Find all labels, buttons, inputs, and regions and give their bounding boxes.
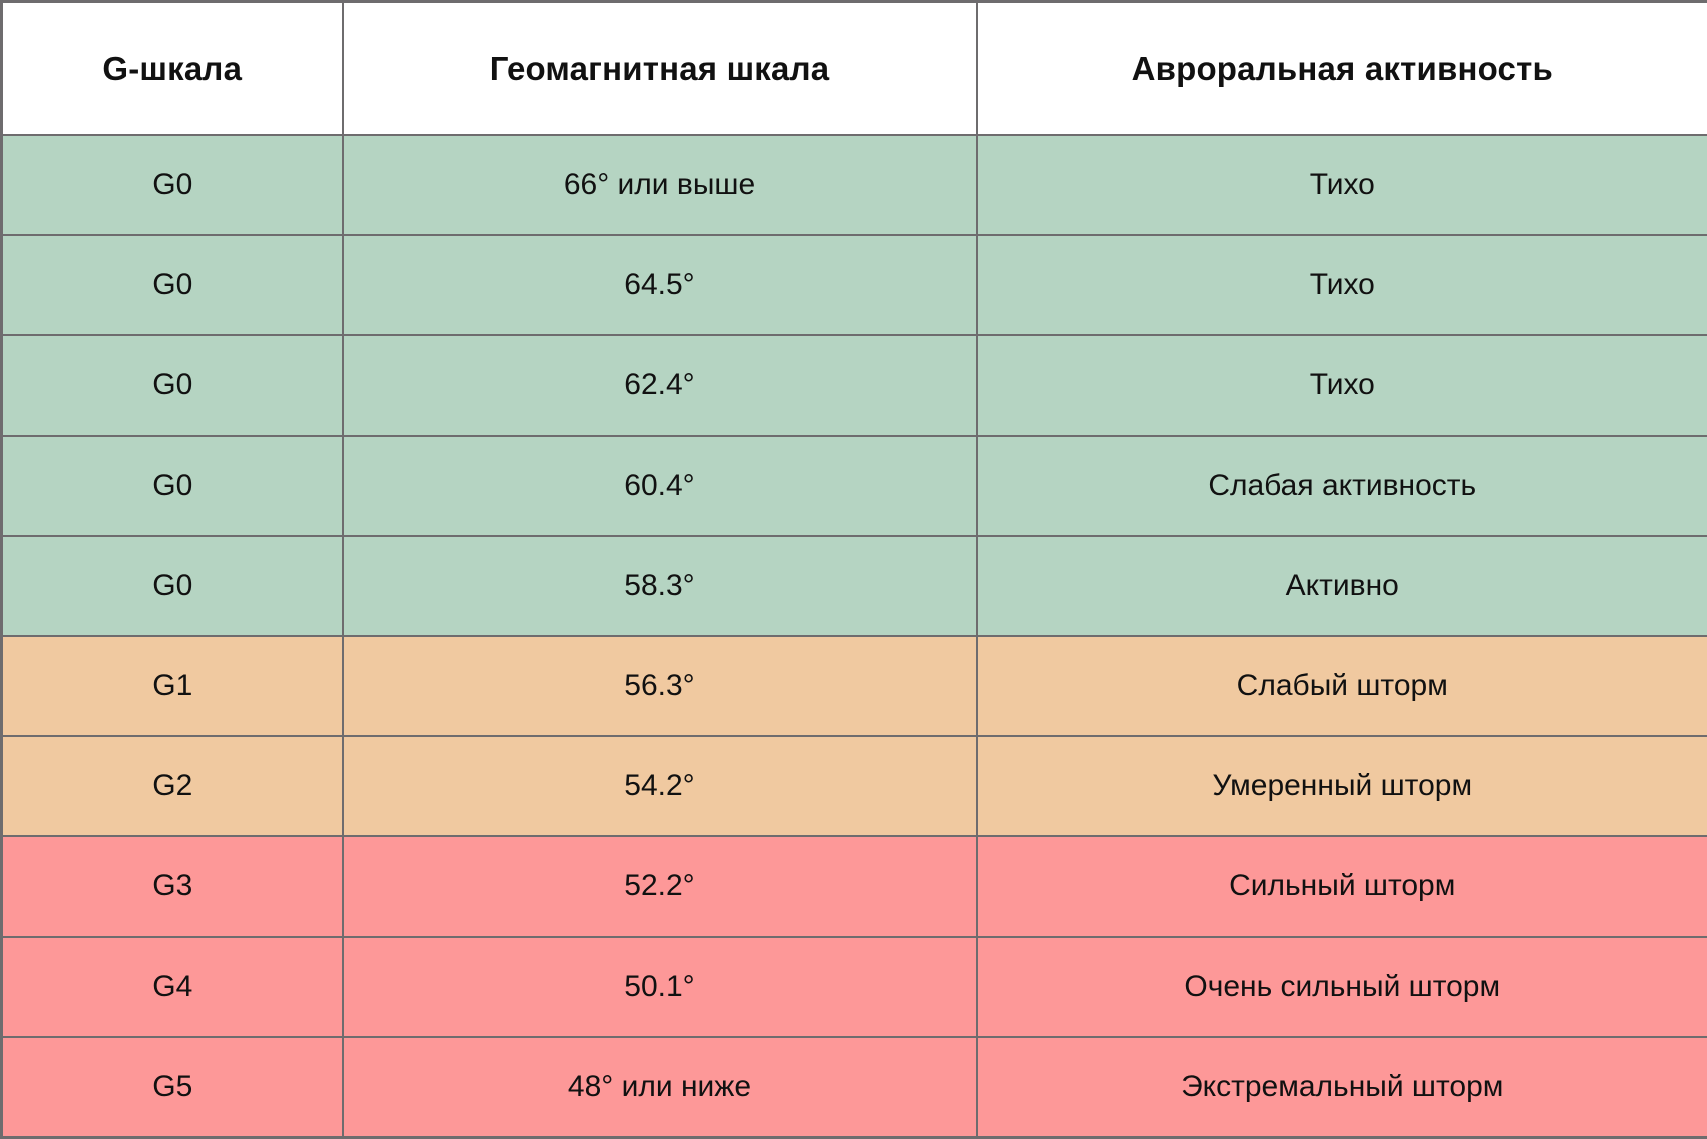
table-cell-auroral-activity: Тихо	[975, 133, 1707, 237]
table-row: G0 60.4° Слабая активность	[0, 434, 1707, 537]
table-row: G3 52.2° Сильный шторм	[0, 835, 1707, 938]
table-body: G0 66° или выше Тихо G0 64.5° Тихо G0 62.4° Тихо…	[0, 133, 1707, 1139]
table-cell-auroral-activity: Тихо	[975, 234, 1707, 337]
table-cell-geomagnetic-scale: 48° или ниже	[341, 1035, 978, 1139]
table-cell-auroral-activity: Тихо	[975, 334, 1707, 437]
column-header-g-scale: G-шкала	[0, 0, 344, 136]
header-row: G-шкала Геомагнитная шкала Авроральная а…	[0, 0, 1707, 136]
table-cell-geomagnetic-scale: 66° или выше	[341, 133, 978, 237]
table-cell-auroral-activity: Очень сильный шторм	[975, 935, 1707, 1038]
table-cell-geomagnetic-scale: 52.2°	[341, 835, 978, 938]
column-header-geomagnetic-scale: Геомагнитная шкала	[341, 0, 978, 136]
table-cell-g-scale: G2	[0, 735, 344, 838]
table-cell-g-scale: G0	[0, 334, 344, 437]
table-row: G4 50.1° Очень сильный шторм	[0, 935, 1707, 1038]
table-cell-geomagnetic-scale: 62.4°	[341, 334, 978, 437]
table-cell-g-scale: G0	[0, 534, 344, 637]
table-cell-g-scale: G5	[0, 1035, 344, 1139]
table-row: G0 64.5° Тихо	[0, 234, 1707, 337]
table-cell-auroral-activity: Слабая активность	[975, 434, 1707, 537]
table-row: G0 58.3° Активно	[0, 534, 1707, 637]
table-row: G0 66° или выше Тихо	[0, 133, 1707, 237]
table-cell-g-scale: G4	[0, 935, 344, 1038]
table-cell-geomagnetic-scale: 56.3°	[341, 634, 978, 738]
table-cell-g-scale: G0	[0, 434, 344, 537]
table-cell-auroral-activity: Умеренный шторм	[975, 735, 1707, 838]
table-cell-auroral-activity: Слабый шторм	[975, 634, 1707, 738]
table-cell-g-scale: G3	[0, 835, 344, 938]
table-row: G0 62.4° Тихо	[0, 334, 1707, 437]
table-cell-geomagnetic-scale: 54.2°	[341, 735, 978, 838]
table-row: G1 56.3° Слабый шторм	[0, 634, 1707, 738]
table-cell-geomagnetic-scale: 60.4°	[341, 434, 978, 537]
table-cell-geomagnetic-scale: 58.3°	[341, 534, 978, 637]
table-cell-g-scale: G0	[0, 133, 344, 237]
table-cell-auroral-activity: Сильный шторм	[975, 835, 1707, 938]
table-cell-auroral-activity: Экстремальный шторм	[975, 1035, 1707, 1139]
table-row: G2 54.2° Умеренный шторм	[0, 735, 1707, 838]
column-header-auroral-activity: Авроральная активность	[975, 0, 1707, 136]
table-cell-geomagnetic-scale: 64.5°	[341, 234, 978, 337]
table-row: G5 48° или ниже Экстремальный шторм	[0, 1035, 1707, 1139]
table-cell-g-scale: G1	[0, 634, 344, 738]
table-cell-auroral-activity: Активно	[975, 534, 1707, 637]
table-cell-g-scale: G0	[0, 234, 344, 337]
table-cell-geomagnetic-scale: 50.1°	[341, 935, 978, 1038]
